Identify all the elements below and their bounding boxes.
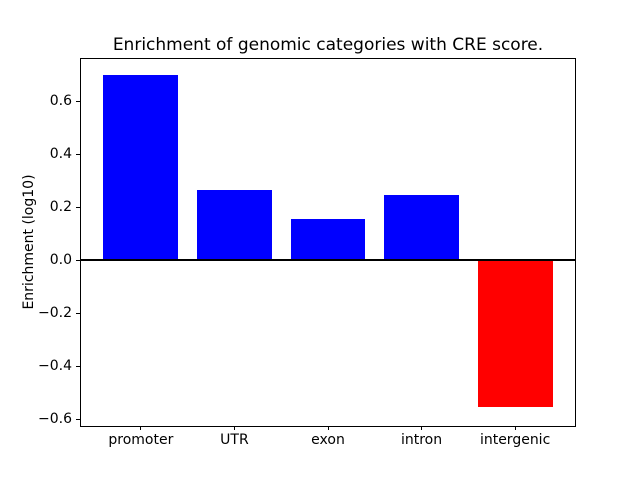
bar-intergenic	[477, 260, 553, 408]
x-tick-label-promoter: promoter	[108, 432, 174, 448]
y-tick-label: −0.6	[38, 411, 72, 428]
x-tick-mark	[514, 426, 516, 430]
x-tick-label-UTR: UTR	[220, 432, 249, 448]
y-tick-mark	[76, 260, 80, 262]
y-tick-label: −0.2	[38, 305, 72, 322]
y-tick-label: 0.2	[49, 199, 72, 216]
x-tick-mark	[327, 426, 329, 430]
y-tick-mark	[76, 101, 80, 103]
y-tick-mark	[76, 154, 80, 156]
x-tick-label-intergenic: intergenic	[479, 432, 551, 448]
y-tick-mark	[76, 366, 80, 368]
bar-UTR	[197, 190, 272, 261]
zero-line	[81, 259, 575, 262]
y-tick-mark	[76, 207, 80, 209]
x-tick-mark	[140, 426, 142, 430]
plot-area: 0.6 0.4 0.2 0.0 −0.2 −0.4 −0.6 promoter UTR exon i…	[38, 58, 576, 447]
y-tick-label: 0.6	[49, 93, 72, 110]
y-tick-label: 0.0	[49, 252, 72, 269]
bar-promoter	[103, 74, 179, 261]
y-axis-label: Enrichment (log10)	[21, 174, 37, 310]
y-tick-label: 0.4	[49, 146, 72, 163]
chart-title: Enrichment of genomic categories with CR…	[112, 35, 544, 55]
y-tick-mark	[76, 313, 80, 315]
x-tick-mark	[233, 426, 235, 430]
y-tick-mark	[76, 419, 80, 421]
x-tick-label-exon: exon	[311, 432, 345, 448]
bar-intron	[384, 195, 459, 261]
x-tick-label-intron: intron	[400, 432, 443, 448]
y-tick-label: −0.4	[38, 358, 72, 375]
bar-exon	[290, 219, 366, 261]
x-tick-mark	[421, 426, 423, 430]
